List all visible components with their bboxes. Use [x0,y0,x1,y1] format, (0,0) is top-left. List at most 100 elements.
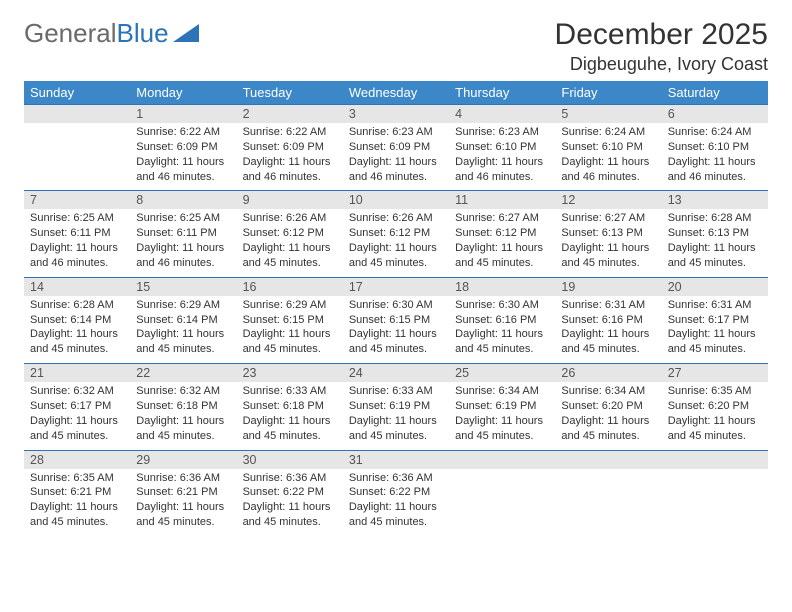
sunrise-text: Sunrise: 6:33 AM [349,384,443,399]
day-detail: Sunrise: 6:33 AMSunset: 6:18 PMDaylight:… [237,382,343,450]
sunrise-text: Sunrise: 6:30 AM [349,298,443,313]
day-number [24,105,130,124]
weekday-header: Friday [555,81,661,105]
sunset-text: Sunset: 6:20 PM [668,399,762,414]
day-detail: Sunrise: 6:30 AMSunset: 6:16 PMDaylight:… [449,296,555,364]
day-number: 15 [130,277,236,296]
sunrise-text: Sunrise: 6:36 AM [349,471,443,486]
day-detail: Sunrise: 6:22 AMSunset: 6:09 PMDaylight:… [237,123,343,191]
sunset-text: Sunset: 6:17 PM [668,313,762,328]
day-detail: Sunrise: 6:25 AMSunset: 6:11 PMDaylight:… [130,209,236,277]
sunset-text: Sunset: 6:17 PM [30,399,124,414]
daylight-text: Daylight: 11 hours and 46 minutes. [136,241,230,271]
sunrise-text: Sunrise: 6:28 AM [30,298,124,313]
sunrise-text: Sunrise: 6:23 AM [349,125,443,140]
sunset-text: Sunset: 6:20 PM [561,399,655,414]
day-detail: Sunrise: 6:28 AMSunset: 6:14 PMDaylight:… [24,296,130,364]
day-number [449,450,555,469]
day-number: 22 [130,364,236,383]
sunset-text: Sunset: 6:15 PM [243,313,337,328]
sunrise-text: Sunrise: 6:29 AM [136,298,230,313]
day-number: 2 [237,105,343,124]
weekday-header-row: Sunday Monday Tuesday Wednesday Thursday… [24,81,768,105]
day-number [555,450,661,469]
weekday-header: Monday [130,81,236,105]
daylight-text: Daylight: 11 hours and 45 minutes. [243,327,337,357]
day-detail: Sunrise: 6:34 AMSunset: 6:19 PMDaylight:… [449,382,555,450]
detail-row: Sunrise: 6:22 AMSunset: 6:09 PMDaylight:… [24,123,768,191]
weekday-header: Thursday [449,81,555,105]
detail-row: Sunrise: 6:32 AMSunset: 6:17 PMDaylight:… [24,382,768,450]
sunrise-text: Sunrise: 6:27 AM [455,211,549,226]
day-number: 27 [662,364,768,383]
day-number: 29 [130,450,236,469]
day-number: 8 [130,191,236,210]
sunrise-text: Sunrise: 6:22 AM [136,125,230,140]
day-number: 1 [130,105,236,124]
day-detail: Sunrise: 6:29 AMSunset: 6:15 PMDaylight:… [237,296,343,364]
day-number: 30 [237,450,343,469]
day-number: 20 [662,277,768,296]
sunset-text: Sunset: 6:09 PM [243,140,337,155]
daylight-text: Daylight: 11 hours and 45 minutes. [668,414,762,444]
day-number: 4 [449,105,555,124]
title-block: December 2025 Digbeuguhe, Ivory Coast [555,18,768,75]
daylight-text: Daylight: 11 hours and 45 minutes. [455,327,549,357]
day-detail: Sunrise: 6:36 AMSunset: 6:22 PMDaylight:… [237,469,343,536]
daylight-text: Daylight: 11 hours and 45 minutes. [30,327,124,357]
day-detail: Sunrise: 6:32 AMSunset: 6:18 PMDaylight:… [130,382,236,450]
daylight-text: Daylight: 11 hours and 46 minutes. [561,155,655,185]
sunrise-text: Sunrise: 6:24 AM [561,125,655,140]
day-number: 21 [24,364,130,383]
daylight-text: Daylight: 11 hours and 46 minutes. [136,155,230,185]
day-number: 28 [24,450,130,469]
day-detail: Sunrise: 6:29 AMSunset: 6:14 PMDaylight:… [130,296,236,364]
day-detail: Sunrise: 6:36 AMSunset: 6:22 PMDaylight:… [343,469,449,536]
sunrise-text: Sunrise: 6:32 AM [30,384,124,399]
day-detail [449,469,555,536]
sunset-text: Sunset: 6:19 PM [455,399,549,414]
sunrise-text: Sunrise: 6:34 AM [561,384,655,399]
day-number: 3 [343,105,449,124]
sunset-text: Sunset: 6:21 PM [136,485,230,500]
weekday-header: Saturday [662,81,768,105]
day-detail: Sunrise: 6:24 AMSunset: 6:10 PMDaylight:… [662,123,768,191]
page-header: GeneralBlue December 2025 Digbeuguhe, Iv… [24,18,768,75]
logo-text-blue: Blue [117,18,169,49]
sunrise-text: Sunrise: 6:36 AM [136,471,230,486]
day-detail: Sunrise: 6:23 AMSunset: 6:09 PMDaylight:… [343,123,449,191]
daylight-text: Daylight: 11 hours and 45 minutes. [30,500,124,530]
day-number: 24 [343,364,449,383]
day-detail: Sunrise: 6:24 AMSunset: 6:10 PMDaylight:… [555,123,661,191]
daylight-text: Daylight: 11 hours and 45 minutes. [668,327,762,357]
sunset-text: Sunset: 6:09 PM [349,140,443,155]
sunrise-text: Sunrise: 6:35 AM [30,471,124,486]
logo-triangle-icon [173,18,199,49]
day-detail: Sunrise: 6:28 AMSunset: 6:13 PMDaylight:… [662,209,768,277]
sunrise-text: Sunrise: 6:26 AM [243,211,337,226]
daylight-text: Daylight: 11 hours and 46 minutes. [455,155,549,185]
sunset-text: Sunset: 6:19 PM [349,399,443,414]
daylight-text: Daylight: 11 hours and 45 minutes. [561,414,655,444]
sunrise-text: Sunrise: 6:28 AM [668,211,762,226]
sunrise-text: Sunrise: 6:32 AM [136,384,230,399]
sunset-text: Sunset: 6:10 PM [561,140,655,155]
sunrise-text: Sunrise: 6:25 AM [136,211,230,226]
day-number: 12 [555,191,661,210]
daylight-text: Daylight: 11 hours and 45 minutes. [349,241,443,271]
sunset-text: Sunset: 6:11 PM [30,226,124,241]
weekday-header: Wednesday [343,81,449,105]
daylight-text: Daylight: 11 hours and 45 minutes. [668,241,762,271]
daylight-text: Daylight: 11 hours and 45 minutes. [243,241,337,271]
daylight-text: Daylight: 11 hours and 45 minutes. [30,414,124,444]
daylight-text: Daylight: 11 hours and 46 minutes. [30,241,124,271]
sunrise-text: Sunrise: 6:30 AM [455,298,549,313]
daylight-text: Daylight: 11 hours and 46 minutes. [349,155,443,185]
daynum-row: 21222324252627 [24,364,768,383]
sunrise-text: Sunrise: 6:35 AM [668,384,762,399]
day-detail: Sunrise: 6:27 AMSunset: 6:12 PMDaylight:… [449,209,555,277]
sunset-text: Sunset: 6:13 PM [668,226,762,241]
brand-logo: GeneralBlue [24,18,199,49]
daylight-text: Daylight: 11 hours and 45 minutes. [349,500,443,530]
day-number: 26 [555,364,661,383]
